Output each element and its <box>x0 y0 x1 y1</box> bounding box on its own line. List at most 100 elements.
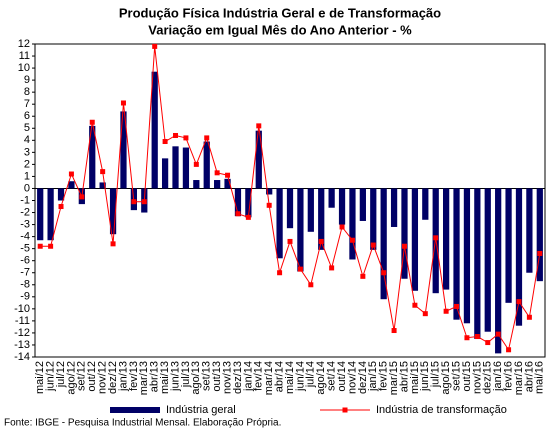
point <box>474 334 480 340</box>
bar <box>286 188 294 229</box>
point <box>422 311 428 317</box>
y-tick-label: -12 <box>14 327 30 339</box>
x-tick-label: abr/13 <box>149 361 161 392</box>
x-tick-label: dez/14 <box>357 361 369 394</box>
point <box>266 202 272 208</box>
point <box>454 303 460 309</box>
bar <box>474 188 481 339</box>
bar <box>453 188 460 320</box>
point <box>391 328 397 334</box>
y-tick-label: -14 <box>14 351 30 363</box>
y-tick-label: -4 <box>20 231 30 243</box>
x-tick-label: nov/15 <box>471 361 483 394</box>
bar <box>380 188 387 300</box>
x-tick-label: set/13 <box>201 361 213 391</box>
x-tick-label: nov/12 <box>97 361 109 394</box>
point <box>235 211 241 217</box>
bar <box>266 188 273 195</box>
point <box>381 270 387 276</box>
point <box>256 123 262 129</box>
bar <box>390 188 398 227</box>
x-tick-label: set/14 <box>326 361 338 391</box>
point <box>506 347 512 353</box>
point <box>100 169 106 175</box>
point <box>412 302 418 308</box>
y-tick-label: -13 <box>14 339 30 351</box>
point <box>173 132 179 138</box>
bar <box>318 188 325 250</box>
x-tick-label: fev/14 <box>253 361 265 391</box>
point <box>360 273 366 279</box>
bar <box>526 188 533 273</box>
x-tick-label: jun/12 <box>45 361 57 392</box>
point <box>464 335 470 341</box>
bar <box>422 188 429 220</box>
x-tick-label: jul/12 <box>55 361 67 388</box>
x-tick-label: nov/14 <box>346 361 358 394</box>
y-tick-label: 1 <box>24 170 30 182</box>
y-tick-label: -5 <box>20 243 30 255</box>
x-tick-label: ago/12 <box>65 361 77 395</box>
y-tick-label: 9 <box>24 74 30 86</box>
point <box>516 299 522 305</box>
x-tick-label: ago/13 <box>190 361 202 395</box>
x-tick-label: dez/12 <box>107 361 119 394</box>
chart-subtitle: Variação em Igual Mês do Ano Anterior - … <box>148 22 412 37</box>
point <box>308 282 314 288</box>
point <box>433 235 439 241</box>
bar <box>120 111 127 189</box>
x-tick-label: out/12 <box>86 361 98 392</box>
x-tick-label: jul/14 <box>305 361 317 388</box>
bar <box>172 146 179 189</box>
y-tick-label: 3 <box>24 146 30 158</box>
y-tick-label: -7 <box>20 267 30 279</box>
x-tick-label: jan/13 <box>117 361 129 392</box>
legend-swatch <box>342 407 348 413</box>
bar <box>370 188 377 250</box>
point <box>152 43 158 49</box>
point <box>58 204 64 210</box>
bar <box>245 188 252 218</box>
bar <box>536 188 543 282</box>
bar <box>276 188 283 259</box>
point <box>277 270 283 276</box>
x-tick-label: nov/13 <box>221 361 233 394</box>
x-tick-label: dez/15 <box>482 361 494 394</box>
x-tick-label: mai/14 <box>284 361 296 394</box>
point <box>370 242 376 248</box>
bar <box>68 181 75 189</box>
point <box>204 135 210 141</box>
x-tick-label: jun/15 <box>419 361 431 392</box>
bar <box>89 125 96 189</box>
y-tick-label: 2 <box>24 158 30 170</box>
x-tick-label: set/15 <box>450 361 462 391</box>
bar <box>161 158 169 189</box>
bar <box>37 188 44 241</box>
bar <box>151 71 158 189</box>
bar <box>193 180 200 189</box>
point <box>131 199 137 205</box>
x-tick-label: jan/15 <box>367 361 379 392</box>
point <box>183 135 189 141</box>
bar <box>505 188 512 303</box>
x-tick-label: out/15 <box>461 361 473 392</box>
x-tick-label: out/14 <box>336 361 348 392</box>
y-tick-label: 5 <box>24 122 30 134</box>
y-tick-label: 10 <box>18 62 30 74</box>
bar <box>297 188 304 272</box>
x-tick-label: jul/13 <box>180 361 192 388</box>
point <box>110 241 116 247</box>
x-tick-label: ago/15 <box>440 361 452 395</box>
point <box>225 172 231 178</box>
point <box>329 265 335 271</box>
x-tick-label: mar/13 <box>138 361 150 395</box>
point <box>495 331 501 337</box>
chart-title: Produção Física Indústria Geral e de Tra… <box>119 5 441 20</box>
y-tick-label: -8 <box>20 279 30 291</box>
point <box>537 250 543 256</box>
point <box>339 224 345 230</box>
bar <box>338 188 346 225</box>
x-tick-label: mar/14 <box>263 361 275 395</box>
bar <box>99 182 106 189</box>
